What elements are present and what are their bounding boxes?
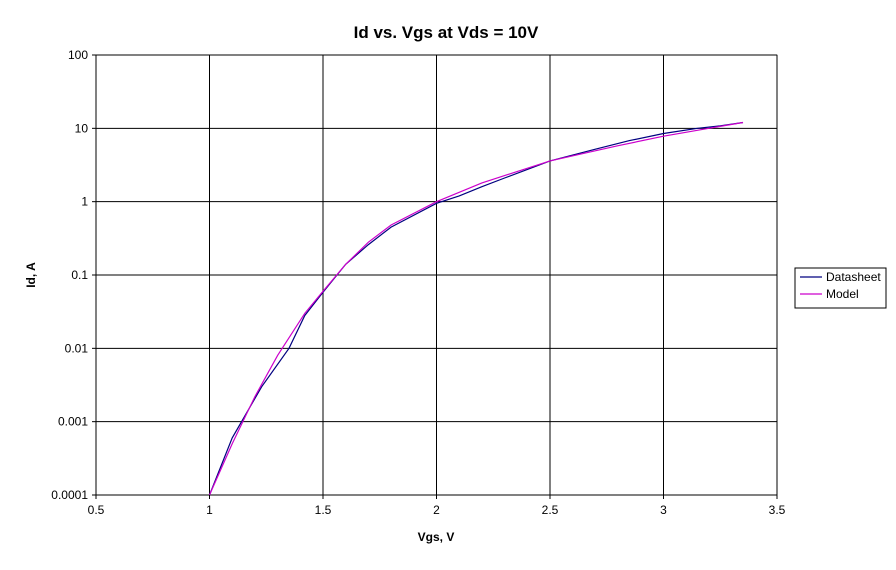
series-layer: [208, 121, 744, 496]
x-tick-label: 2.5: [542, 503, 559, 517]
y-axis-label: Id, A: [24, 262, 38, 288]
legend-label-model: Model: [826, 287, 859, 301]
x-tick-label: 2: [433, 503, 440, 517]
legend-label-datasheet: Datasheet: [826, 270, 881, 284]
y-tick-label: 0.1: [71, 268, 88, 282]
y-tick-label: 0.0001: [51, 488, 88, 502]
y-tick-label: 0.01: [65, 341, 89, 355]
x-axis-label: Vgs, V: [418, 530, 455, 544]
x-tick-label: 1: [206, 503, 213, 517]
tick-layer: 0.5 1 1.5 2 2.5 3 3.5 0.0001 0.001 0.01 0.1 1 10 100: [51, 48, 785, 517]
y-tick-label: 100: [68, 48, 88, 62]
x-tick-label: 1.5: [315, 503, 332, 517]
legend: Datasheet Model: [794, 267, 887, 309]
x-tick-label: 3.5: [769, 503, 786, 517]
x-tick-label: 3: [660, 503, 667, 517]
grid-layer: [95, 54, 778, 496]
y-tick-label: 1: [81, 195, 88, 209]
y-tick-label: 10: [75, 121, 89, 135]
chart-title: Id vs. Vgs at Vds = 10V: [354, 23, 539, 42]
legend-box: [794, 267, 887, 309]
y-tick-label: 0.001: [58, 415, 88, 429]
series-line-datasheet: [208, 121, 744, 496]
series-line-model: [208, 121, 744, 496]
x-tick-label: 0.5: [88, 503, 105, 517]
